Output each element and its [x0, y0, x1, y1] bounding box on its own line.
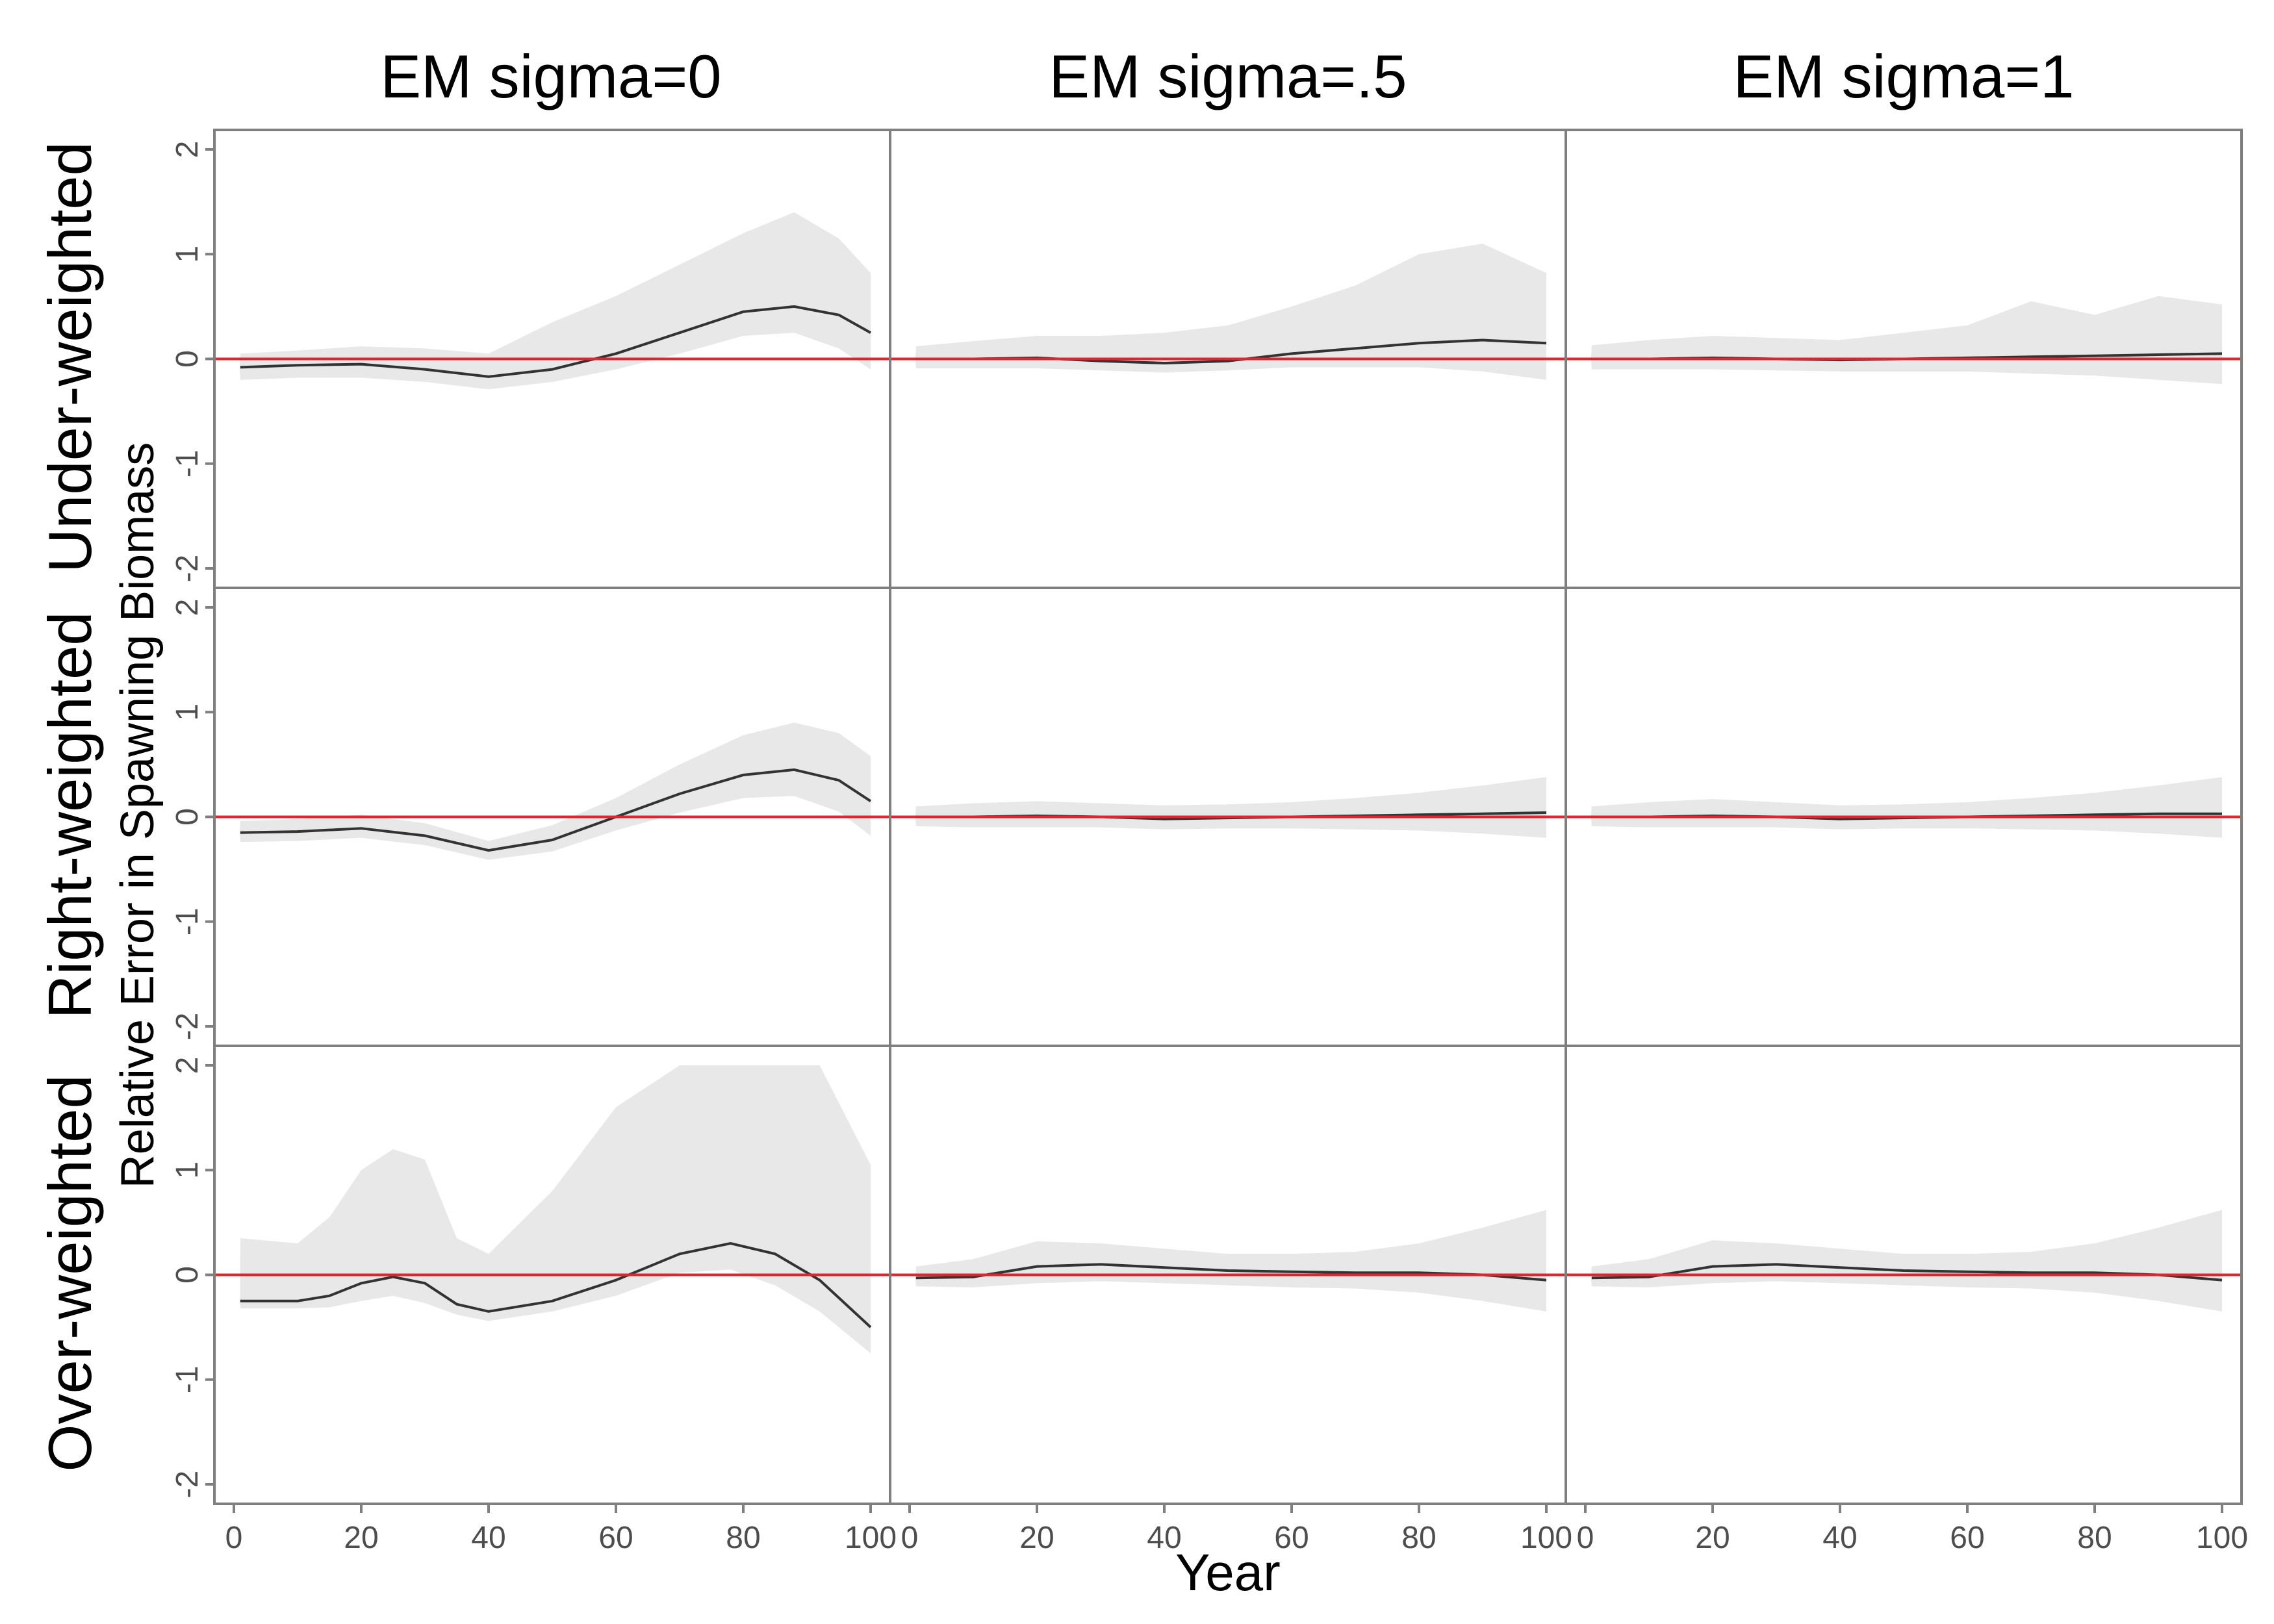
- y-tick-label: 2: [170, 141, 205, 159]
- panel-over-weighted-em-sigma-0: [213, 1045, 891, 1505]
- column-title-em-sigma-0-5: EM sigma=.5: [1049, 42, 1407, 110]
- y-tick-label: 2: [170, 1057, 205, 1074]
- y-tick-label: -2: [170, 1471, 205, 1499]
- x-tick-label: 100: [1520, 1521, 1572, 1555]
- y-tick-label: 2: [170, 599, 205, 616]
- x-tick-label: 40: [1822, 1521, 1857, 1555]
- panel-under-weighted-em-sigma-1: [1565, 129, 2243, 589]
- panel-under-weighted-em-sigma-0: [213, 129, 891, 589]
- y-tick-label: 1: [170, 704, 205, 721]
- y-tick-label: -2: [170, 1013, 205, 1041]
- band-outer-over-weighted-em-sigma-1: [1591, 1210, 2222, 1312]
- band-outer-over-weighted-em-sigma-5: [915, 1210, 1546, 1312]
- panel-over-weighted-em-sigma-5: [889, 1045, 1567, 1505]
- band-outer-right-weighted-em-sigma-0: [240, 722, 871, 860]
- panels-layer: [213, 129, 2243, 1505]
- band-outer-under-weighted-em-sigma-1: [1591, 296, 2222, 385]
- x-tick-label: 60: [1274, 1521, 1309, 1555]
- y-tick-label: -2: [170, 555, 205, 583]
- x-tick-label: 80: [1401, 1521, 1436, 1555]
- x-tick-label: 0: [1577, 1521, 1594, 1555]
- x-tick-label: 0: [901, 1521, 919, 1555]
- x-tick-label: 60: [598, 1521, 633, 1555]
- band-outer-right-weighted-em-sigma-5: [915, 777, 1546, 838]
- panel-over-weighted-em-sigma-1: [1565, 1045, 2243, 1505]
- y-tick-label: -1: [170, 1365, 205, 1393]
- y-tick-label: 1: [170, 246, 205, 263]
- y-tick-label: 0: [170, 808, 205, 826]
- row-title-over-weighted: Over-weighted: [36, 1074, 104, 1471]
- x-tick-label: 80: [2077, 1521, 2112, 1555]
- panel-frame-over-weighted-em-sigma-1: [1565, 1045, 2243, 1505]
- median-line-over-weighted-em-sigma-0: [240, 1242, 872, 1328]
- x-axis-label: Year: [1175, 1543, 1281, 1601]
- panel-right-weighted-em-sigma-1: [1565, 587, 2243, 1047]
- x-tick-label: 100: [845, 1521, 897, 1555]
- y-tick-label: 0: [170, 1266, 205, 1284]
- band-outer-under-weighted-em-sigma-0: [240, 212, 871, 390]
- x-tick-label: 20: [1695, 1521, 1730, 1555]
- panel-right-weighted-em-sigma-0: [213, 587, 891, 1047]
- median-line-right-weighted-em-sigma-0: [240, 768, 872, 852]
- column-title-em-sigma-1: EM sigma=1: [1733, 42, 2074, 110]
- median-line-under-weighted-em-sigma-0: [240, 305, 871, 378]
- y-tick-label: 0: [170, 350, 205, 368]
- y-tick-label: 1: [170, 1161, 205, 1179]
- y-tick-label: -1: [170, 450, 205, 477]
- row-title-under-weighted: Under-weighted: [36, 142, 104, 573]
- y-axis-label: Relative Error in Spawning Biomass: [112, 442, 164, 1188]
- x-tick-label: 60: [1950, 1521, 1984, 1555]
- panel-right-weighted-em-sigma-5: [889, 587, 1567, 1047]
- x-tick-label: 80: [726, 1521, 760, 1555]
- x-tick-label: 20: [1019, 1521, 1054, 1555]
- column-title-em-sigma-0: EM sigma=0: [380, 42, 721, 110]
- x-tick-label: 100: [2196, 1521, 2248, 1555]
- median-line-over-weighted-em-sigma-1: [1591, 1263, 2223, 1282]
- band-outer-over-weighted-em-sigma-0: [240, 1065, 871, 1354]
- x-tick-label: 20: [344, 1521, 378, 1555]
- x-tick-label: 40: [1147, 1521, 1181, 1555]
- x-tick-label: 0: [225, 1521, 243, 1555]
- panel-under-weighted-em-sigma-5: [889, 129, 1567, 589]
- band-outer-right-weighted-em-sigma-1: [1591, 777, 2222, 838]
- row-title-right-weighted: Right-weighted: [36, 611, 104, 1019]
- median-line-over-weighted-em-sigma-5: [915, 1263, 1547, 1282]
- y-tick-label: -1: [170, 907, 205, 935]
- x-tick-label: 40: [471, 1521, 505, 1555]
